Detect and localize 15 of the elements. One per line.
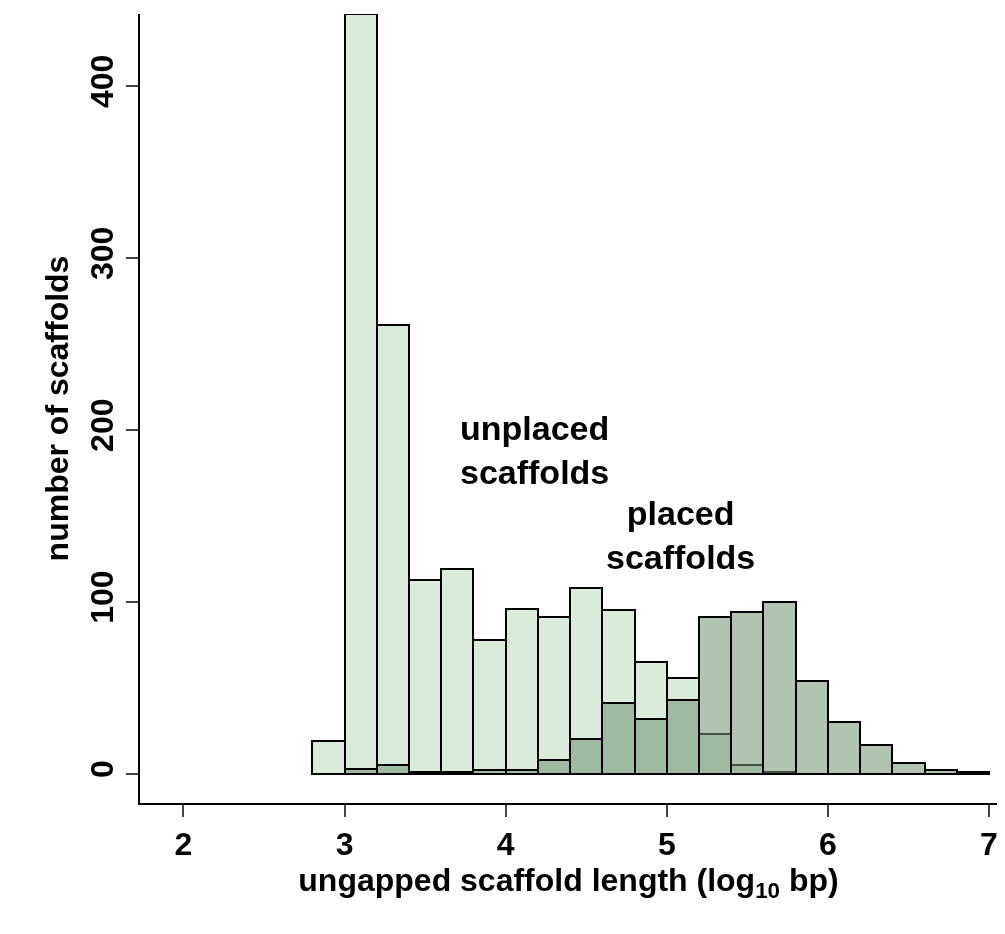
y-tick-label: 0	[84, 760, 121, 778]
x-axis-title: ungapped scaffold length (log$_{10}$ bp)	[298, 862, 839, 904]
y-axis-title: number of scaffolds	[39, 255, 75, 562]
y-tick-label: 200	[84, 398, 121, 452]
x-tick-label: 2	[174, 826, 193, 863]
annotation: unplaced scaffolds	[460, 409, 610, 492]
y-tick-label: 100	[84, 570, 121, 624]
x-tick-label: 4	[496, 826, 515, 863]
y-tick-label: 300	[84, 226, 121, 280]
x-tick-label: 7	[980, 826, 998, 863]
x-tick-label: 6	[818, 826, 837, 863]
annotation: placed scaffolds	[606, 494, 756, 577]
x-tick-label: 3	[335, 826, 354, 863]
y-tick-label: 400	[84, 54, 121, 109]
x-tick-label: 5	[657, 826, 676, 863]
